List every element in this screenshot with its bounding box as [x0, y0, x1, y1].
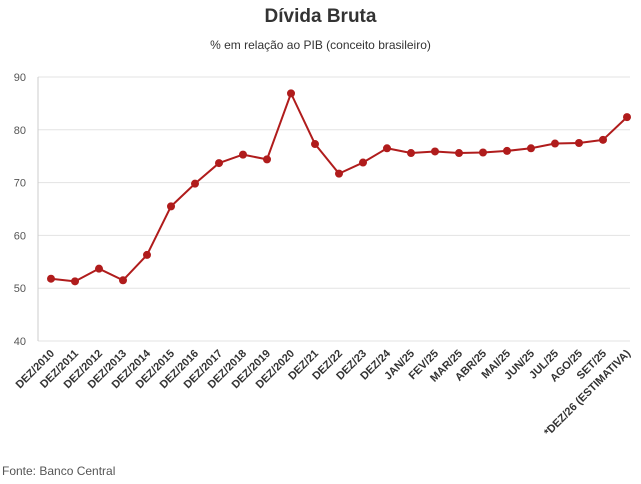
- data-point: [263, 155, 271, 164]
- chart-title: Dívida Bruta: [264, 6, 377, 27]
- data-point: [287, 89, 295, 98]
- data-point: [167, 202, 175, 211]
- y-axis-ticks: 40 50 60 70 80 90: [14, 72, 26, 348]
- data-point: [503, 146, 511, 155]
- y-tick-label: 40: [14, 336, 26, 348]
- source-note: Fonte: Banco Central: [2, 464, 116, 478]
- series-group: [47, 89, 631, 286]
- x-axis-ticks: DEZ/2010DEZ/2011DEZ/2012DEZ/2013DEZ/2014…: [14, 347, 634, 439]
- data-point: [479, 148, 487, 157]
- data-point: [95, 264, 103, 273]
- chart-subtitle: % em relação ao PIB (conceito brasileiro…: [210, 38, 431, 52]
- gridlines: [37, 76, 630, 342]
- data-point: [383, 144, 391, 153]
- data-point: [599, 135, 607, 144]
- data-point: [239, 150, 247, 159]
- data-point: [143, 250, 151, 259]
- data-point: [47, 274, 55, 283]
- series-line: [50, 92, 628, 283]
- data-point: [335, 169, 343, 178]
- y-tick-label: 60: [14, 230, 26, 242]
- data-point: [551, 139, 559, 148]
- y-tick-label: 50: [14, 283, 26, 295]
- y-tick-label: 80: [14, 125, 26, 137]
- data-point: [119, 276, 127, 285]
- y-tick-label: 70: [14, 178, 26, 190]
- data-point: [215, 159, 223, 168]
- data-point: [455, 149, 463, 158]
- data-point: [359, 158, 367, 167]
- data-point: [71, 277, 79, 286]
- data-point: [623, 113, 631, 122]
- data-point: [311, 140, 319, 149]
- y-tick-label: 90: [14, 72, 26, 84]
- data-point: [407, 149, 415, 158]
- data-point: [527, 144, 535, 153]
- line-chart: 40 50 60 70 80 90 DEZ/2010DEZ/2011DEZ/2012DEZ…: [14, 72, 634, 439]
- data-point: [575, 139, 583, 147]
- data-point: [191, 179, 199, 188]
- data-point: [431, 147, 439, 156]
